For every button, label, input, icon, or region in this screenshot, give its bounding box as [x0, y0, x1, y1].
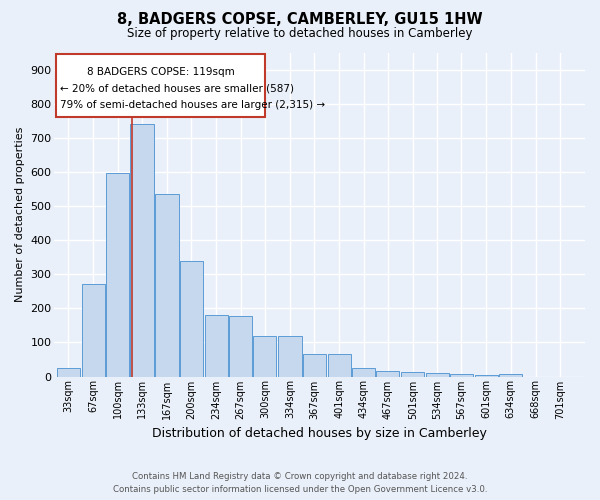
Text: 8, BADGERS COPSE, CAMBERLEY, GU15 1HW: 8, BADGERS COPSE, CAMBERLEY, GU15 1HW: [117, 12, 483, 28]
Bar: [278, 336, 302, 376]
Text: Size of property relative to detached houses in Camberley: Size of property relative to detached ho…: [127, 28, 473, 40]
Bar: [253, 336, 277, 376]
Text: 8 BADGERS COPSE: 119sqm: 8 BADGERS COPSE: 119sqm: [86, 66, 234, 76]
Bar: [155, 194, 179, 376]
Bar: [499, 374, 522, 376]
Bar: [401, 372, 424, 376]
Text: ← 20% of detached houses are smaller (587): ← 20% of detached houses are smaller (58…: [61, 84, 295, 94]
Bar: [57, 368, 80, 376]
FancyBboxPatch shape: [56, 54, 265, 116]
Bar: [106, 173, 130, 376]
Y-axis label: Number of detached properties: Number of detached properties: [15, 127, 25, 302]
Bar: [328, 354, 351, 376]
Bar: [352, 368, 375, 376]
Bar: [425, 373, 449, 376]
Bar: [302, 354, 326, 376]
Bar: [450, 374, 473, 376]
Bar: [82, 284, 105, 376]
Bar: [475, 375, 498, 376]
Bar: [130, 124, 154, 376]
Text: Contains HM Land Registry data © Crown copyright and database right 2024.
Contai: Contains HM Land Registry data © Crown c…: [113, 472, 487, 494]
Text: 79% of semi-detached houses are larger (2,315) →: 79% of semi-detached houses are larger (…: [61, 100, 325, 110]
Bar: [205, 315, 228, 376]
Bar: [229, 316, 252, 376]
Bar: [376, 372, 400, 376]
X-axis label: Distribution of detached houses by size in Camberley: Distribution of detached houses by size …: [152, 427, 487, 440]
Bar: [180, 261, 203, 376]
